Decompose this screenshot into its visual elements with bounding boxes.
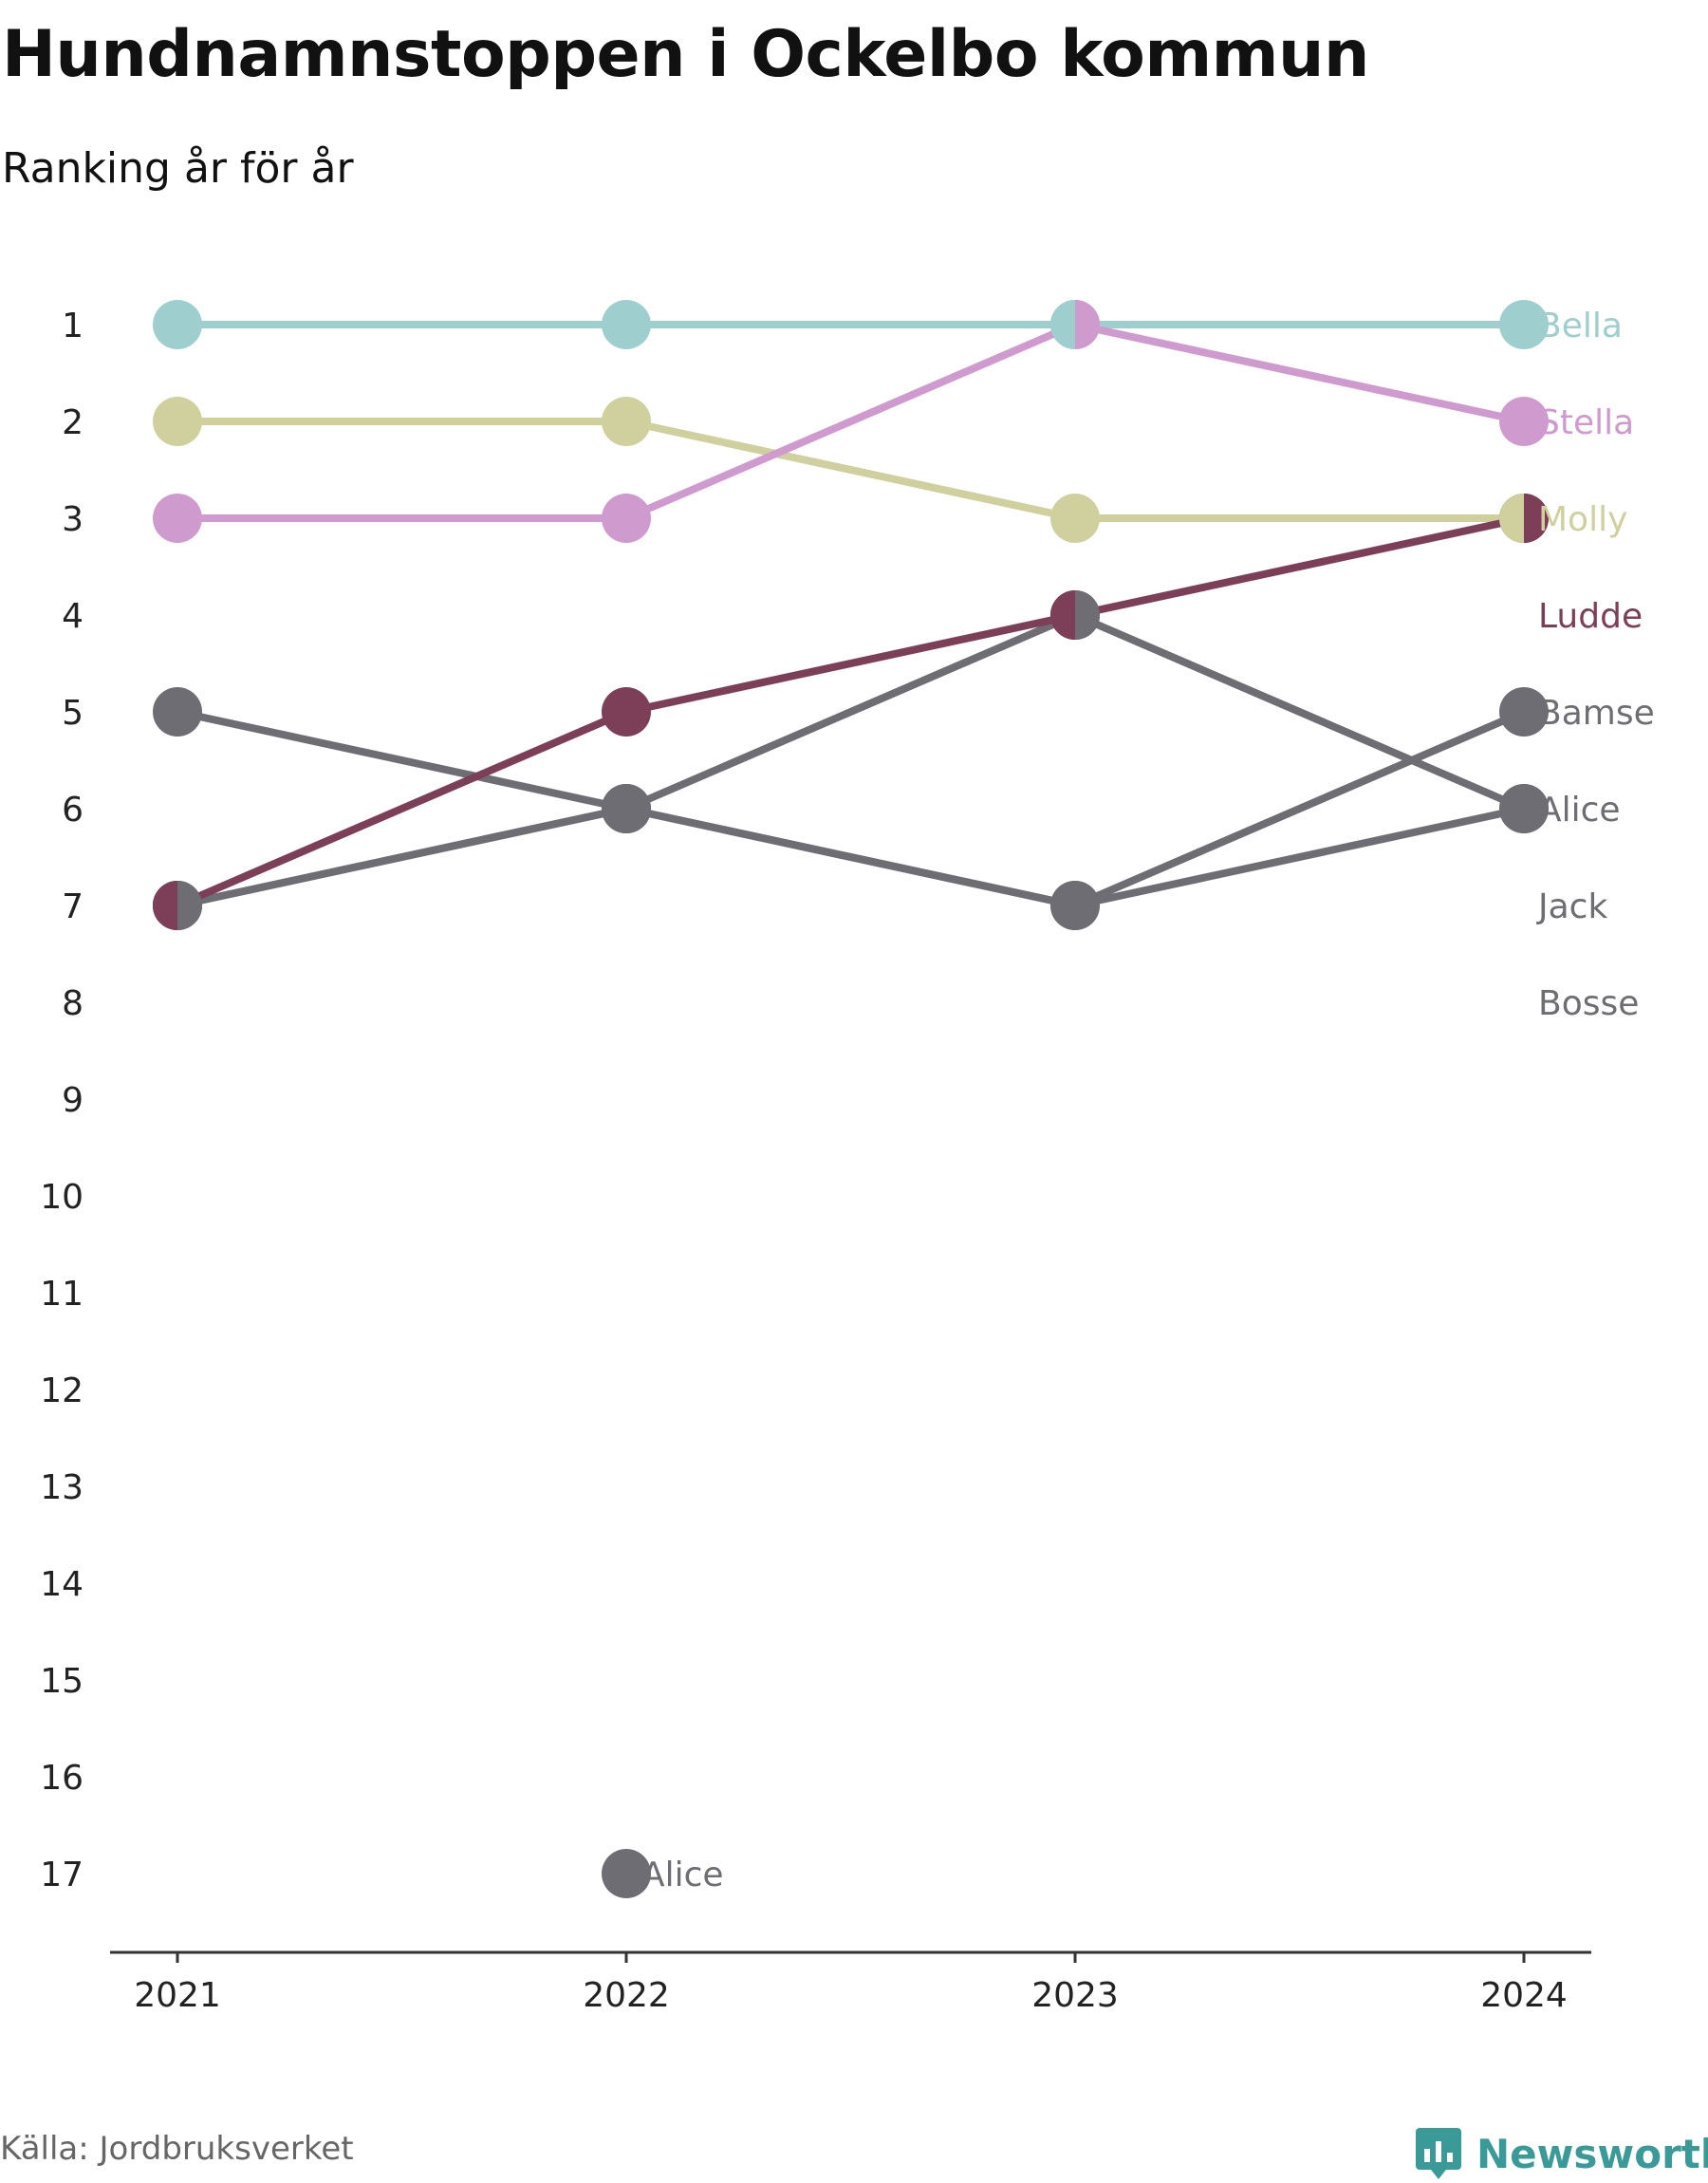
y-tick-label: 13 <box>40 1468 84 1507</box>
series-dot-molly-2023 <box>1050 494 1100 543</box>
x-tick-label: 2021 <box>134 1976 221 2015</box>
series-dot-bella-2022 <box>602 300 651 349</box>
series-dot-jack-2024 <box>1499 784 1549 833</box>
series-dot-bella-2024 <box>1499 300 1549 349</box>
source-note: Källa: Jordbruksverket <box>0 2130 354 2168</box>
series-line-jack <box>174 611 1528 909</box>
series-dot-bella-2021 <box>153 300 202 349</box>
end-label-stella: Stella <box>1538 403 1634 442</box>
end-label-bamse: Bamse <box>1538 694 1655 733</box>
y-tick-label: 12 <box>40 1371 84 1410</box>
chart-title: Hundnamnstoppen i Ockelbo kommun <box>2 17 1369 92</box>
series-line-molly <box>174 418 1528 522</box>
series-line-stella <box>174 321 1528 522</box>
series-line-ludde <box>174 514 1528 909</box>
split-dot-right-2023 <box>1075 590 1100 640</box>
end-label-alice: Alice <box>1538 791 1621 830</box>
y-tick-label: 1 <box>62 307 84 345</box>
split-dot-left-2023 <box>1050 300 1075 349</box>
series-line-alice <box>174 708 1528 909</box>
x-tick-label: 2023 <box>1031 1976 1119 2015</box>
split-dot-right-2024 <box>1524 494 1549 543</box>
newsworthy-logo-text: Newsworthy <box>1476 2130 1708 2177</box>
series-dot-molly-2021 <box>153 397 202 446</box>
series-dot-bamse-2024 <box>1499 687 1549 737</box>
series-dot-alice-2021 <box>153 687 202 737</box>
series-dot-jack-2022 <box>602 784 651 833</box>
series-dot-stella-2024 <box>1499 397 1549 446</box>
y-tick-label: 8 <box>62 984 84 1023</box>
y-tick-label: 6 <box>62 791 84 830</box>
y-tick-label: 5 <box>62 694 84 733</box>
x-tick-label: 2022 <box>583 1976 670 2015</box>
y-tick-label: 9 <box>62 1081 84 1120</box>
chart-subtitle: Ranking år för år <box>2 144 354 193</box>
y-tick-label: 7 <box>62 887 84 926</box>
series-dot-stella-2022 <box>602 494 651 543</box>
y-tick-label: 10 <box>40 1178 84 1217</box>
series-dot-molly-2022 <box>602 397 651 446</box>
end-label-bosse: Bosse <box>1538 984 1639 1023</box>
y-tick-label: 15 <box>40 1662 84 1701</box>
split-dot-right-2021 <box>177 881 202 930</box>
newsworthy-logo-icon <box>1416 2128 1461 2179</box>
series-dots <box>153 300 1549 1898</box>
y-tick-label: 2 <box>62 403 84 442</box>
end-label-bella: Bella <box>1538 307 1623 345</box>
y-tick-label: 4 <box>62 597 84 636</box>
newsworthy-logo: Newsworthy <box>1414 2126 1708 2181</box>
y-tick-label: 3 <box>62 500 84 539</box>
split-dot-right-2023 <box>1075 300 1100 349</box>
end-label-ludde: Ludde <box>1538 597 1643 636</box>
end-label-molly: Molly <box>1538 500 1627 539</box>
series-line-bamse <box>174 708 1528 909</box>
y-tick-label: 14 <box>40 1565 84 1604</box>
extra-point-label: Alice <box>641 1856 724 1894</box>
end-label-jack: Jack <box>1536 887 1607 926</box>
series-labels: Alice Bella Stella Molly Ludde Bamse Alice Jack… <box>641 307 1655 1894</box>
split-dot-left-2024 <box>1499 494 1524 543</box>
y-tick-label: 11 <box>40 1275 84 1314</box>
series-lines <box>174 321 1528 909</box>
y-tick-label: 17 <box>40 1856 84 1894</box>
split-dot-left-2021 <box>153 881 177 930</box>
x-tick-label: 2024 <box>1480 1976 1568 2015</box>
series-dot-stella-2021 <box>153 494 202 543</box>
split-dot-left-2023 <box>1050 590 1075 640</box>
y-tick-label: 16 <box>40 1759 84 1798</box>
series-dot-ludde-2022 <box>602 687 651 737</box>
series-dot-alice-2023 <box>1050 881 1100 930</box>
extra-dot-alice <box>602 1849 651 1898</box>
